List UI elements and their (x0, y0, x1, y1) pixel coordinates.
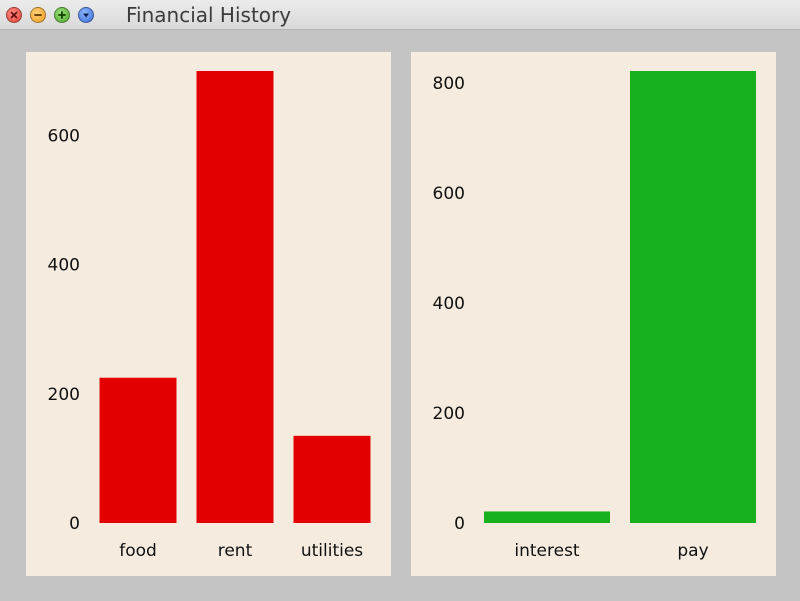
maximize-icon (58, 11, 66, 19)
window-menu-button[interactable] (78, 7, 94, 23)
bar-pay (630, 71, 756, 523)
expenses-bar-chart: food rent utilities 0 200 400 600 (48, 71, 371, 561)
chevron-down-icon (83, 13, 89, 18)
y-tick-label: 0 (454, 514, 465, 534)
maximize-button[interactable] (54, 7, 70, 23)
expenses-chart-panel: food rent utilities 0 200 400 600 (26, 52, 391, 576)
bar-food (99, 377, 177, 523)
y-tick-label: 0 (69, 514, 80, 534)
minimize-icon (34, 14, 42, 16)
bar-interest (484, 511, 610, 523)
bar-utilities (293, 435, 371, 523)
minimize-button[interactable] (30, 7, 46, 23)
x-tick-label: utilities (301, 541, 363, 561)
y-tick-label: 400 (433, 294, 465, 314)
y-tick-label: 600 (48, 127, 80, 147)
bar-rent (196, 71, 274, 523)
y-tick-label: 200 (433, 404, 465, 424)
x-tick-label: interest (514, 541, 580, 561)
y-tick-label: 400 (48, 256, 80, 276)
x-tick-label: rent (218, 541, 253, 561)
y-tick-label: 600 (433, 184, 465, 204)
window-title: Financial History (126, 3, 292, 27)
y-tick-label: 200 (48, 385, 80, 405)
x-tick-label: food (119, 541, 157, 561)
income-bar-chart: interest pay 0 200 400 600 800 (433, 71, 756, 561)
x-tick-label: pay (677, 541, 708, 561)
y-tick-label: 800 (433, 74, 465, 94)
close-icon (10, 11, 18, 19)
income-chart-panel: interest pay 0 200 400 600 800 (411, 52, 776, 576)
title-bar: Financial History (0, 0, 800, 30)
close-button[interactable] (6, 7, 22, 23)
